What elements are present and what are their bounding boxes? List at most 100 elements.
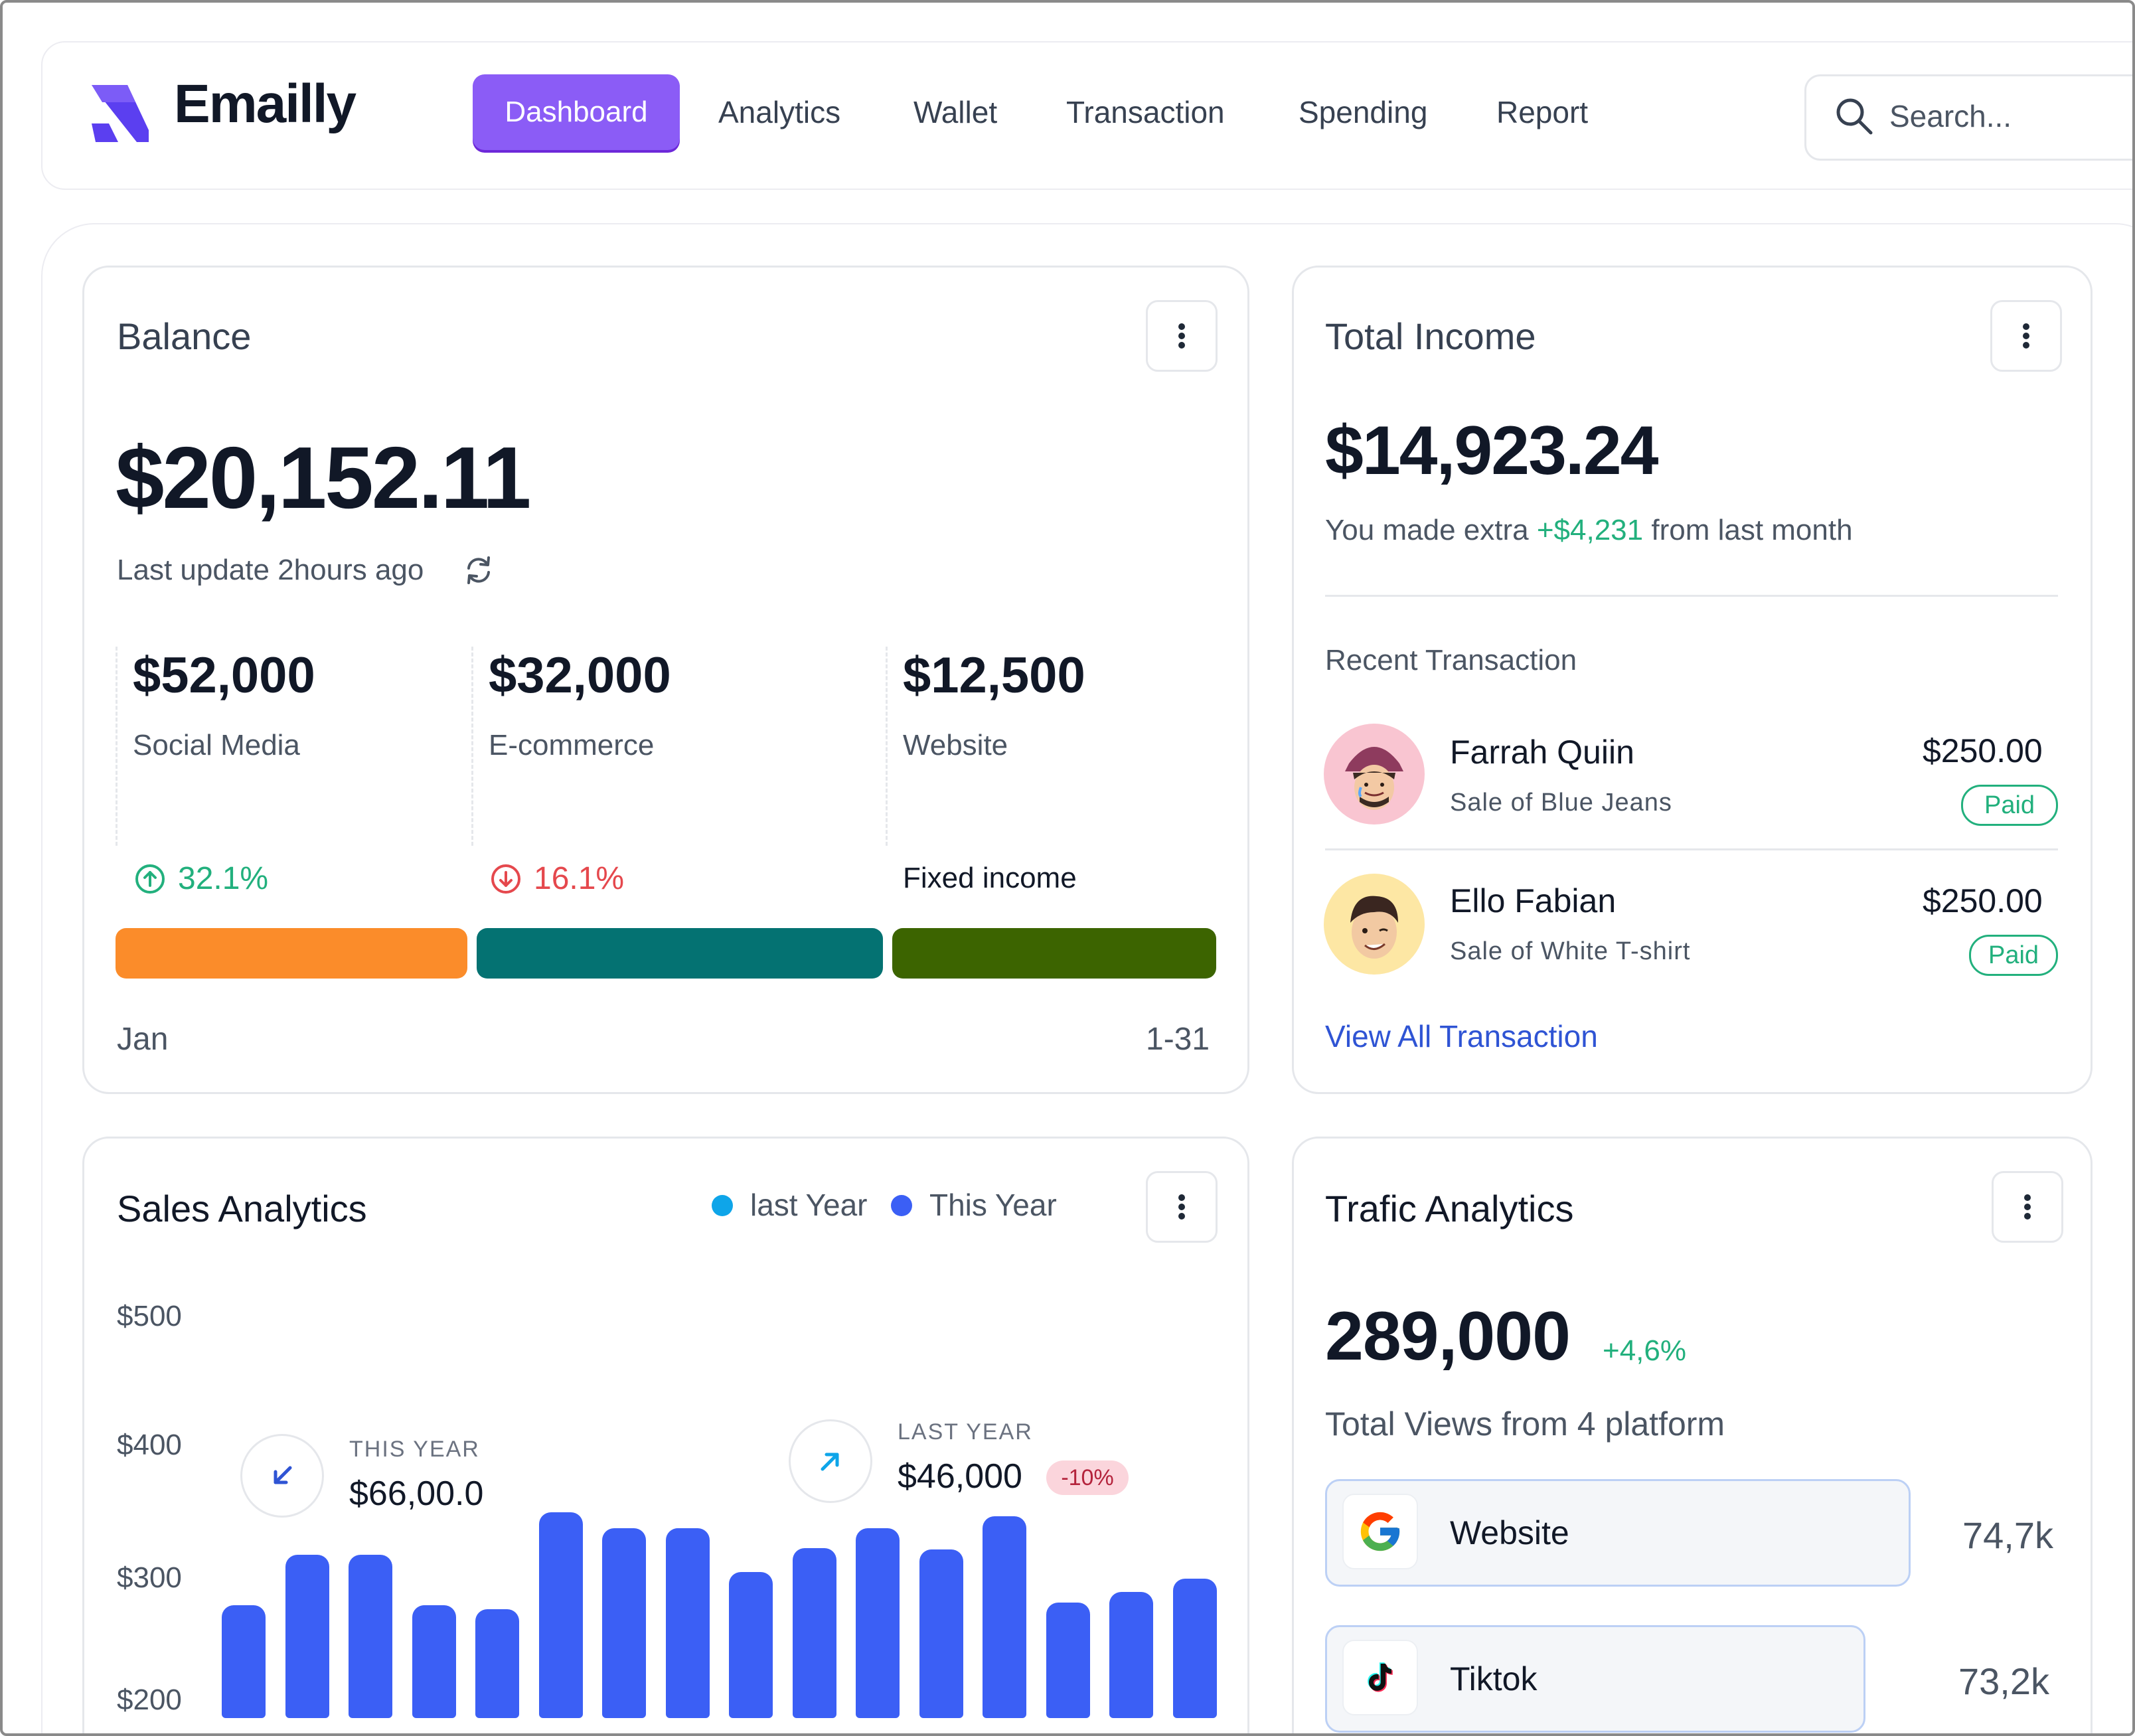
this-year-label: THIS YEAR: [349, 1437, 480, 1462]
income-amount: $14,923.24: [1325, 412, 1659, 489]
social-media-label: Social Media: [133, 729, 300, 761]
total-income-card: [1292, 266, 2093, 1094]
y-tick: $400: [117, 1429, 182, 1461]
sales-bar[interactable]: [856, 1528, 900, 1718]
search-input[interactable]: [1804, 74, 2132, 161]
transaction-desc: Sale of White T-shirt: [1450, 937, 1691, 965]
search-icon: [1834, 96, 1875, 140]
logo-icon: [89, 82, 150, 143]
ecommerce-label: E-commerce: [489, 729, 655, 761]
sales-bar[interactable]: [349, 1555, 392, 1718]
legend-dot-this-year: [891, 1195, 912, 1216]
balance-month: Jan: [117, 1022, 169, 1057]
sales-bar[interactable]: [538, 1512, 583, 1718]
fixed-income-note: Fixed income: [903, 862, 1077, 894]
sales-bar[interactable]: [1172, 1579, 1217, 1718]
balance-menu-button[interactable]: [1146, 300, 1218, 372]
traffic-growth: +4,6%: [1603, 1334, 1686, 1367]
tiktok-icon: [1342, 1640, 1418, 1715]
social-media-amount: $52,000: [133, 647, 315, 704]
sales-bar[interactable]: [1046, 1603, 1090, 1718]
status-badge: Paid: [1969, 935, 2058, 976]
legend-dot-last-year: [712, 1195, 733, 1216]
platform-value: 74,7k: [1962, 1514, 2053, 1556]
more-vertical-icon: [2023, 323, 2029, 349]
platform-name: Tiktok: [1450, 1660, 1538, 1697]
sales-bar[interactable]: [475, 1609, 519, 1718]
more-vertical-icon: [1178, 1194, 1185, 1220]
website-bar: [892, 928, 1216, 979]
sales-bar[interactable]: [1109, 1592, 1153, 1718]
ecommerce-change: 16.1%: [534, 861, 625, 896]
income-extra: You made extra +$4,231 from last month: [1325, 514, 1853, 547]
more-vertical-icon: [2024, 1194, 2031, 1220]
nav-dashboard[interactable]: Dashboard: [473, 74, 680, 150]
sales-bar[interactable]: [285, 1555, 329, 1718]
income-extra-suffix: from last month: [1651, 514, 1853, 546]
income-extra-value: +$4,231: [1536, 514, 1644, 546]
nav-report[interactable]: Report: [1496, 95, 1589, 129]
top-navbar: [41, 41, 2132, 190]
sales-bar[interactable]: [919, 1549, 963, 1718]
balance-amount: $20,152.11: [116, 429, 531, 526]
sales-title: Sales Analytics: [117, 1188, 367, 1229]
balance-title: Balance: [117, 315, 252, 357]
nav-transaction[interactable]: Transaction: [1066, 95, 1225, 129]
arrow-up-right-icon: [821, 1453, 839, 1471]
transaction-name[interactable]: Farrah Quiin: [1450, 734, 1634, 771]
arrow-down-circle-icon: [490, 863, 522, 898]
search-placeholder: Search...: [1889, 99, 2012, 133]
sales-bar[interactable]: [665, 1528, 710, 1718]
nav-analytics[interactable]: Analytics: [718, 95, 841, 129]
app-logo-text[interactable]: Emailly: [174, 74, 356, 134]
balance-range: 1-31: [1146, 1022, 1210, 1057]
transaction-amount: $250.00: [1923, 732, 2043, 769]
sales-bar[interactable]: [222, 1605, 266, 1718]
view-all-transactions-link[interactable]: View All Transaction: [1325, 1019, 1598, 1054]
transaction-name[interactable]: Ello Fabian: [1450, 882, 1617, 919]
sales-bar[interactable]: [602, 1528, 646, 1718]
refresh-icon[interactable]: [463, 555, 494, 589]
platform-value: 73,2k: [1958, 1660, 2049, 1702]
sales-menu-button[interactable]: [1146, 1171, 1218, 1243]
traffic-title: Trafic Analytics: [1325, 1188, 1574, 1229]
more-vertical-icon: [1178, 323, 1185, 349]
transaction-amount: $250.00: [1923, 882, 2043, 919]
traffic-menu-button[interactable]: [1992, 1171, 2063, 1243]
recent-transaction-label: Recent Transaction: [1325, 644, 1577, 676]
change-badge: -10%: [1046, 1460, 1129, 1495]
sales-bar[interactable]: [983, 1516, 1026, 1718]
nav-wallet[interactable]: Wallet: [913, 95, 998, 129]
last-year-badge-icon: [789, 1419, 872, 1503]
sales-bar[interactable]: [412, 1605, 456, 1718]
ecommerce-amount: $32,000: [489, 647, 671, 704]
sales-bar-chart: [222, 1264, 1218, 1729]
status-badge: Paid: [1961, 785, 2058, 826]
google-icon: [1342, 1494, 1418, 1569]
legend-this-year: This Year: [929, 1188, 1057, 1222]
nav-spending[interactable]: Spending: [1299, 95, 1428, 129]
traffic-total: 289,000: [1325, 1298, 1571, 1375]
segment-divider: [471, 647, 473, 846]
avatar-farrah: [1324, 724, 1425, 825]
transaction-desc: Sale of Blue Jeans: [1450, 789, 1672, 817]
website-label: Website: [903, 729, 1008, 761]
segment-divider: [116, 647, 118, 846]
this-year-badge-icon: [240, 1434, 324, 1518]
avatar-ello: [1324, 874, 1425, 975]
sales-bar[interactable]: [792, 1548, 836, 1718]
y-tick: $500: [117, 1300, 182, 1332]
divider: [1325, 595, 2058, 597]
sales-bar[interactable]: [729, 1572, 773, 1718]
ecommerce-bar: [477, 928, 883, 979]
segment-divider: [886, 647, 888, 846]
last-update-text: Last update 2hours ago: [117, 554, 424, 586]
platform-row-website[interactable]: [1325, 1479, 1911, 1587]
last-year-label: LAST YEAR: [898, 1419, 1033, 1445]
this-year-value: $66,00.0: [349, 1474, 484, 1513]
income-title: Total Income: [1325, 315, 1536, 357]
income-extra-prefix: You made extra: [1325, 514, 1529, 546]
arrow-up-circle-icon: [134, 863, 166, 898]
income-menu-button[interactable]: [1990, 300, 2062, 372]
